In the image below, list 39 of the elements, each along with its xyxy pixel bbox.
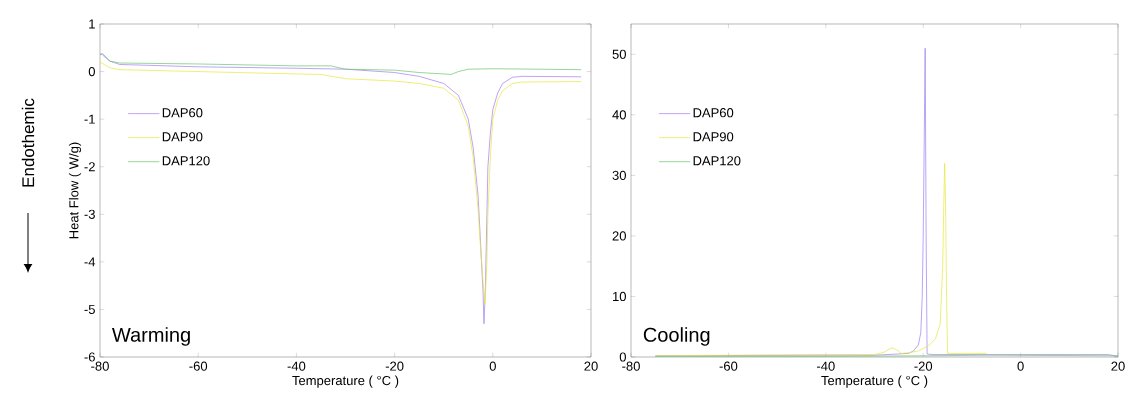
y-tick-label: 20 (612, 231, 626, 241)
y-tick-label: 0 (88, 66, 95, 77)
x-tick-label: 20 (1111, 361, 1125, 371)
text: Warming (112, 327, 190, 346)
y-tick-label: -4 (84, 257, 96, 267)
legend-label: DAP90 (162, 132, 203, 142)
y-tick-label: -1 (84, 114, 95, 124)
x-tick-label: -20 (385, 361, 404, 371)
legend-label: DAP120 (693, 156, 741, 166)
x-tick-label: 20 (584, 361, 598, 371)
x-tick-label: -80 (622, 361, 640, 371)
text: Endothemic (21, 98, 35, 187)
x-tick-label: 0 (489, 361, 496, 371)
y-tick-label: 40 (612, 110, 626, 120)
y-axis-title: Heat Flow ( W/g) (68, 142, 82, 239)
y-tick-label: 0 (619, 352, 626, 362)
y-tick-label: -6 (84, 352, 95, 362)
x-tick-label: -20 (914, 361, 933, 371)
x-tick-label: -60 (189, 361, 208, 371)
text: Cooling (643, 327, 710, 346)
x-axis-title: Temperature ( °C ) (821, 375, 928, 388)
x-tick-label: 0 (1017, 361, 1024, 371)
x-tick-label: -40 (287, 361, 306, 371)
y-tick-label: 50 (612, 49, 626, 59)
y-tick-label: 10 (613, 291, 626, 302)
legend-label: DAP120 (162, 156, 210, 166)
legend-label: DAP90 (693, 132, 734, 142)
y-tick-label: -3 (84, 209, 95, 219)
legend-label: DAP60 (162, 108, 203, 118)
y-tick-label: 30 (612, 170, 626, 180)
x-tick-label: -60 (719, 361, 738, 371)
x-axis-title: Temperature ( °C ) (292, 375, 399, 388)
legend-label: DAP60 (693, 108, 734, 118)
y-tick-label: 1 (89, 19, 95, 29)
x-tick-label: -40 (817, 361, 835, 371)
x-tick-label: -80 (91, 361, 109, 371)
line-series (100, 53, 582, 75)
y-tick-label: -5 (84, 304, 95, 314)
y-tick-label: -2 (84, 162, 95, 172)
